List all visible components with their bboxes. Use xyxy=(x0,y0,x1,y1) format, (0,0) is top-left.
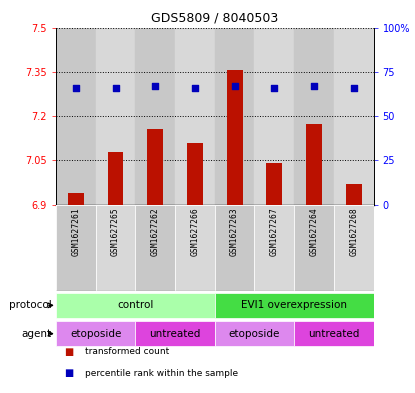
Bar xyxy=(107,152,124,205)
Bar xyxy=(135,205,175,291)
Text: GSM1627261: GSM1627261 xyxy=(71,208,81,256)
Text: etoposide: etoposide xyxy=(70,329,122,339)
Bar xyxy=(215,205,254,291)
Text: GSM1627263: GSM1627263 xyxy=(230,208,239,256)
Bar xyxy=(294,28,334,205)
Bar xyxy=(56,293,215,318)
Bar xyxy=(187,143,203,205)
Bar xyxy=(147,129,163,205)
Text: untreated: untreated xyxy=(308,329,359,339)
Bar xyxy=(56,205,96,291)
Bar xyxy=(334,28,374,205)
Text: ■: ■ xyxy=(64,368,73,378)
Bar xyxy=(306,123,322,205)
Text: untreated: untreated xyxy=(149,329,201,339)
Point xyxy=(73,84,79,91)
Text: agent: agent xyxy=(22,329,52,339)
Text: GSM1627265: GSM1627265 xyxy=(111,208,120,256)
Bar xyxy=(334,205,374,291)
Bar xyxy=(68,193,84,205)
Text: percentile rank within the sample: percentile rank within the sample xyxy=(85,369,238,378)
Bar xyxy=(215,28,254,205)
Point xyxy=(192,84,198,91)
Bar xyxy=(254,205,294,291)
Text: GSM1627267: GSM1627267 xyxy=(270,208,279,256)
Point xyxy=(112,84,119,91)
Bar xyxy=(175,205,215,291)
Text: GSM1627262: GSM1627262 xyxy=(151,208,160,256)
Point xyxy=(350,84,357,91)
Bar xyxy=(254,28,294,205)
Title: GDS5809 / 8040503: GDS5809 / 8040503 xyxy=(151,12,278,25)
Bar xyxy=(56,28,96,205)
Point xyxy=(271,84,278,91)
Bar xyxy=(96,205,135,291)
Bar xyxy=(227,70,242,205)
Bar xyxy=(56,321,135,346)
Text: protocol: protocol xyxy=(9,300,52,310)
Text: control: control xyxy=(117,300,154,310)
Text: GSM1627268: GSM1627268 xyxy=(349,208,358,256)
Bar xyxy=(135,321,215,346)
Text: etoposide: etoposide xyxy=(229,329,280,339)
Bar xyxy=(135,28,175,205)
Bar xyxy=(215,293,374,318)
Text: transformed count: transformed count xyxy=(85,347,169,356)
Point xyxy=(152,83,159,89)
Bar xyxy=(294,205,334,291)
Bar xyxy=(266,163,282,205)
Bar xyxy=(96,28,135,205)
Bar xyxy=(175,28,215,205)
Bar xyxy=(215,321,294,346)
Bar xyxy=(294,321,374,346)
Bar xyxy=(346,184,361,205)
Point xyxy=(311,83,317,89)
Text: ■: ■ xyxy=(64,347,73,357)
Text: EVI1 overexpression: EVI1 overexpression xyxy=(241,300,347,310)
Text: GSM1627264: GSM1627264 xyxy=(310,208,318,256)
Text: GSM1627266: GSM1627266 xyxy=(190,208,200,256)
Point xyxy=(231,83,238,89)
